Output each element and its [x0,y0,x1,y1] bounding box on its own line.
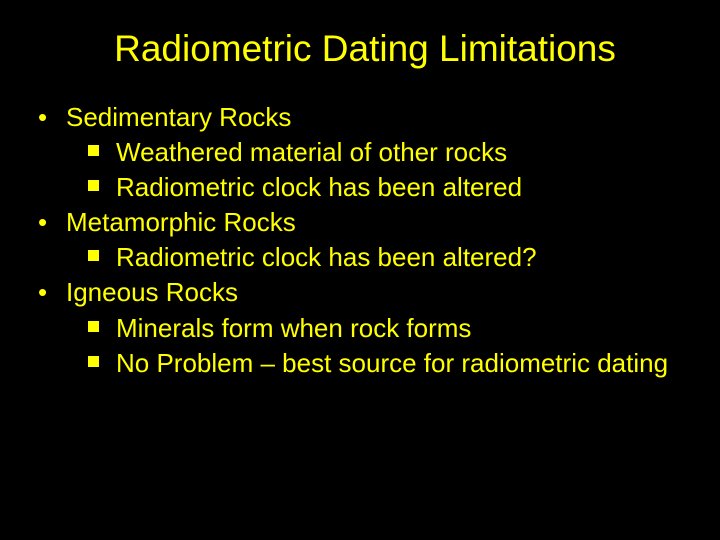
disc-bullet-icon: • [38,275,66,310]
square-bullet-icon [88,170,116,205]
bullet-text: Minerals form when rock forms [116,311,690,346]
square-bullet-icon [88,135,116,170]
bullet-level2: Radiometric clock has been altered [30,170,690,205]
bullet-level1: • Igneous Rocks [30,275,690,310]
square-bullet-icon [88,311,116,346]
bullet-level2: Radiometric clock has been altered? [30,240,690,275]
bullet-text: Igneous Rocks [66,275,690,310]
bullet-text: Sedimentary Rocks [66,100,690,135]
bullet-text: No Problem – best source for radiometric… [116,346,690,381]
slide-body: • Sedimentary Rocks Weathered material o… [30,100,690,381]
bullet-text: Radiometric clock has been altered [116,170,690,205]
bullet-text: Metamorphic Rocks [66,205,690,240]
bullet-level2: Minerals form when rock forms [30,311,690,346]
bullet-level2: No Problem – best source for radiometric… [30,346,690,381]
bullet-level1: • Sedimentary Rocks [30,100,690,135]
disc-bullet-icon: • [38,100,66,135]
bullet-text: Radiometric clock has been altered? [116,240,690,275]
slide-title: Radiometric Dating Limitations [50,28,680,70]
bullet-level2: Weathered material of other rocks [30,135,690,170]
disc-bullet-icon: • [38,205,66,240]
square-bullet-icon [88,346,116,381]
bullet-text: Weathered material of other rocks [116,135,690,170]
square-bullet-icon [88,240,116,275]
bullet-level1: • Metamorphic Rocks [30,205,690,240]
